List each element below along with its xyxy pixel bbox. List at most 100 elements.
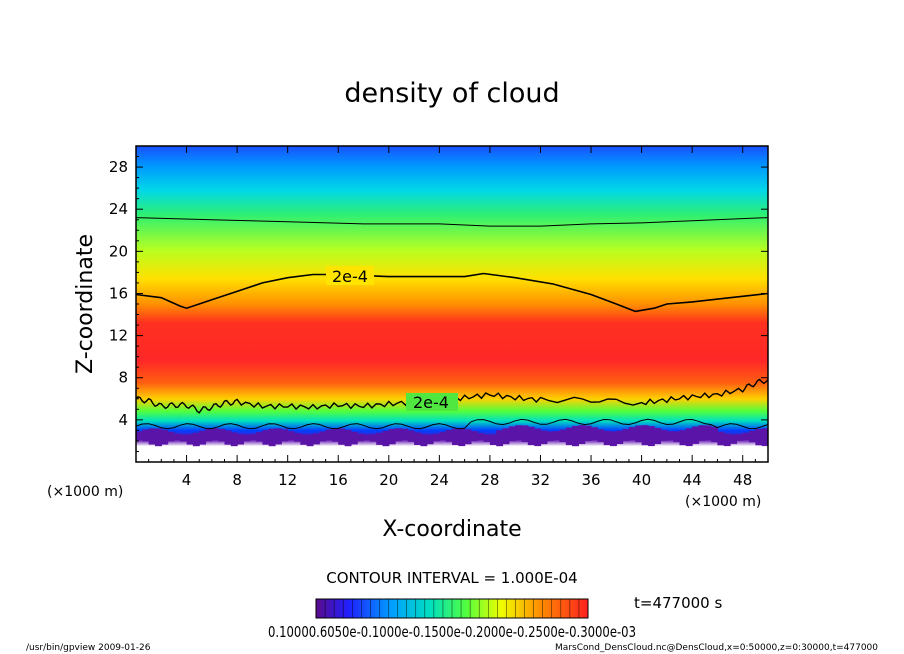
ground-cell: [527, 426, 535, 446]
ground-cell: [698, 425, 706, 441]
y-tick-label: 16: [109, 284, 128, 302]
ground-cell: [458, 428, 466, 447]
ground-cell: [401, 428, 409, 440]
ground-cell: [610, 431, 617, 447]
x-unit-right: (×1000 m): [685, 494, 761, 510]
ground-cell: [489, 434, 497, 445]
ground-cell: [369, 434, 377, 442]
ground-cell: [629, 427, 636, 440]
ground-cell: [553, 431, 560, 440]
ground-cell: [313, 433, 320, 445]
ground-cell: [350, 431, 358, 445]
contour-interval: CONTOUR INTERVAL = 1.000E-04: [326, 569, 577, 587]
ground-cell: [502, 428, 510, 445]
y-tick-label: 4: [118, 411, 128, 429]
ground-cell: [230, 432, 238, 447]
ground-cell: [294, 433, 301, 442]
ground-cell: [211, 428, 219, 440]
ground-cell: [654, 428, 662, 444]
x-tick-label: 32: [531, 471, 550, 489]
ground-cell: [452, 428, 459, 445]
contour-label-lower: 2e-4: [413, 393, 449, 412]
ground-cell: [281, 429, 289, 442]
ground-cell: [237, 434, 244, 445]
ground-cell: [376, 432, 384, 445]
ground-cell: [692, 426, 700, 444]
ground-cell: [243, 434, 251, 442]
ground-cell: [439, 432, 447, 440]
ground-cell: [471, 431, 478, 442]
ground-cell: [161, 429, 169, 445]
ground-cell: [344, 429, 352, 447]
ground-cell: [256, 432, 263, 442]
ground-cell: [192, 432, 200, 447]
ground-cell: [218, 428, 226, 442]
footer-left: /usr/bin/gpview 2009-01-26: [26, 643, 151, 653]
ground-cell: [357, 433, 365, 442]
ground-cell: [496, 430, 504, 447]
contour-label-bg-lower: [406, 393, 458, 411]
ground-cell: [464, 429, 472, 445]
x-tick-label: 16: [329, 471, 348, 489]
ground-cell: [331, 428, 339, 442]
x-axis-ticks: 4 8 12 16 20 24 28 32 36 40 44 48: [148, 146, 756, 489]
ground-cell: [641, 425, 649, 446]
ground-cell: [167, 431, 175, 442]
x-tick-label: 28: [480, 471, 499, 489]
ground-cell: [603, 430, 611, 446]
ground-cell: [660, 429, 668, 441]
ground-cell: [319, 431, 327, 442]
y-tick-label: 28: [109, 158, 128, 176]
y-axis-ticks: 4 8 12 16 20 24 28: [109, 156, 768, 452]
ground-cell: [180, 434, 188, 442]
y-tick-label: 20: [109, 242, 128, 260]
ground-cell: [761, 428, 768, 447]
footer-right: MarsCond_DensCloud.nc@DensCloud,x=0:5000…: [555, 643, 878, 653]
ground-cell: [565, 427, 573, 446]
ground-cell: [540, 430, 548, 445]
ground-cell: [622, 429, 630, 441]
ground-cell: [433, 433, 440, 442]
ground-cell: [300, 434, 308, 445]
x-tick-label: 48: [733, 471, 752, 489]
colorbar: [315, 598, 589, 619]
ground-cell: [711, 426, 718, 443]
ground-cell: [363, 434, 371, 440]
ground-cell: [142, 429, 150, 442]
x-tick-label: 40: [632, 471, 651, 489]
ground-cell: [508, 426, 516, 442]
ground-cell: [546, 431, 554, 441]
x-tick-label: 8: [232, 471, 242, 489]
y-tick-label: 12: [109, 327, 128, 345]
ground-cell: [148, 428, 156, 445]
contour-label-bg-upper: [326, 266, 374, 285]
ground-cell: [559, 429, 567, 442]
y-tick-label: 8: [118, 369, 128, 387]
contour-label-upper: 2e-4: [332, 267, 368, 286]
ground-cell: [262, 430, 270, 445]
upper-contour-line: [136, 217, 768, 227]
ground-cell: [407, 430, 415, 442]
ground-cell: [723, 433, 731, 447]
ground-cell: [388, 429, 396, 445]
ground-cell: [666, 431, 674, 440]
ground-cell: [755, 429, 763, 446]
ground-cell: [534, 428, 542, 447]
x-tick-label: 4: [182, 471, 192, 489]
ground-cell: [420, 434, 428, 447]
time-label: t=477000 s: [634, 594, 722, 612]
x-unit-left: (×1000 m): [47, 484, 123, 500]
ground-cell: [136, 431, 143, 440]
colorbar-frame: [315, 598, 589, 619]
ground-cell: [704, 425, 712, 440]
ground-cell: [616, 430, 624, 444]
ground-cell: [578, 425, 586, 444]
ground-cell: [287, 431, 295, 440]
ground-cell: [325, 429, 333, 440]
y-tick-label: 24: [109, 200, 128, 218]
ground-cell: [515, 425, 523, 440]
ground-cell: [521, 425, 529, 442]
ground-cell: [338, 428, 346, 445]
ground-cell: [205, 429, 213, 442]
ground-cell: [730, 434, 737, 444]
